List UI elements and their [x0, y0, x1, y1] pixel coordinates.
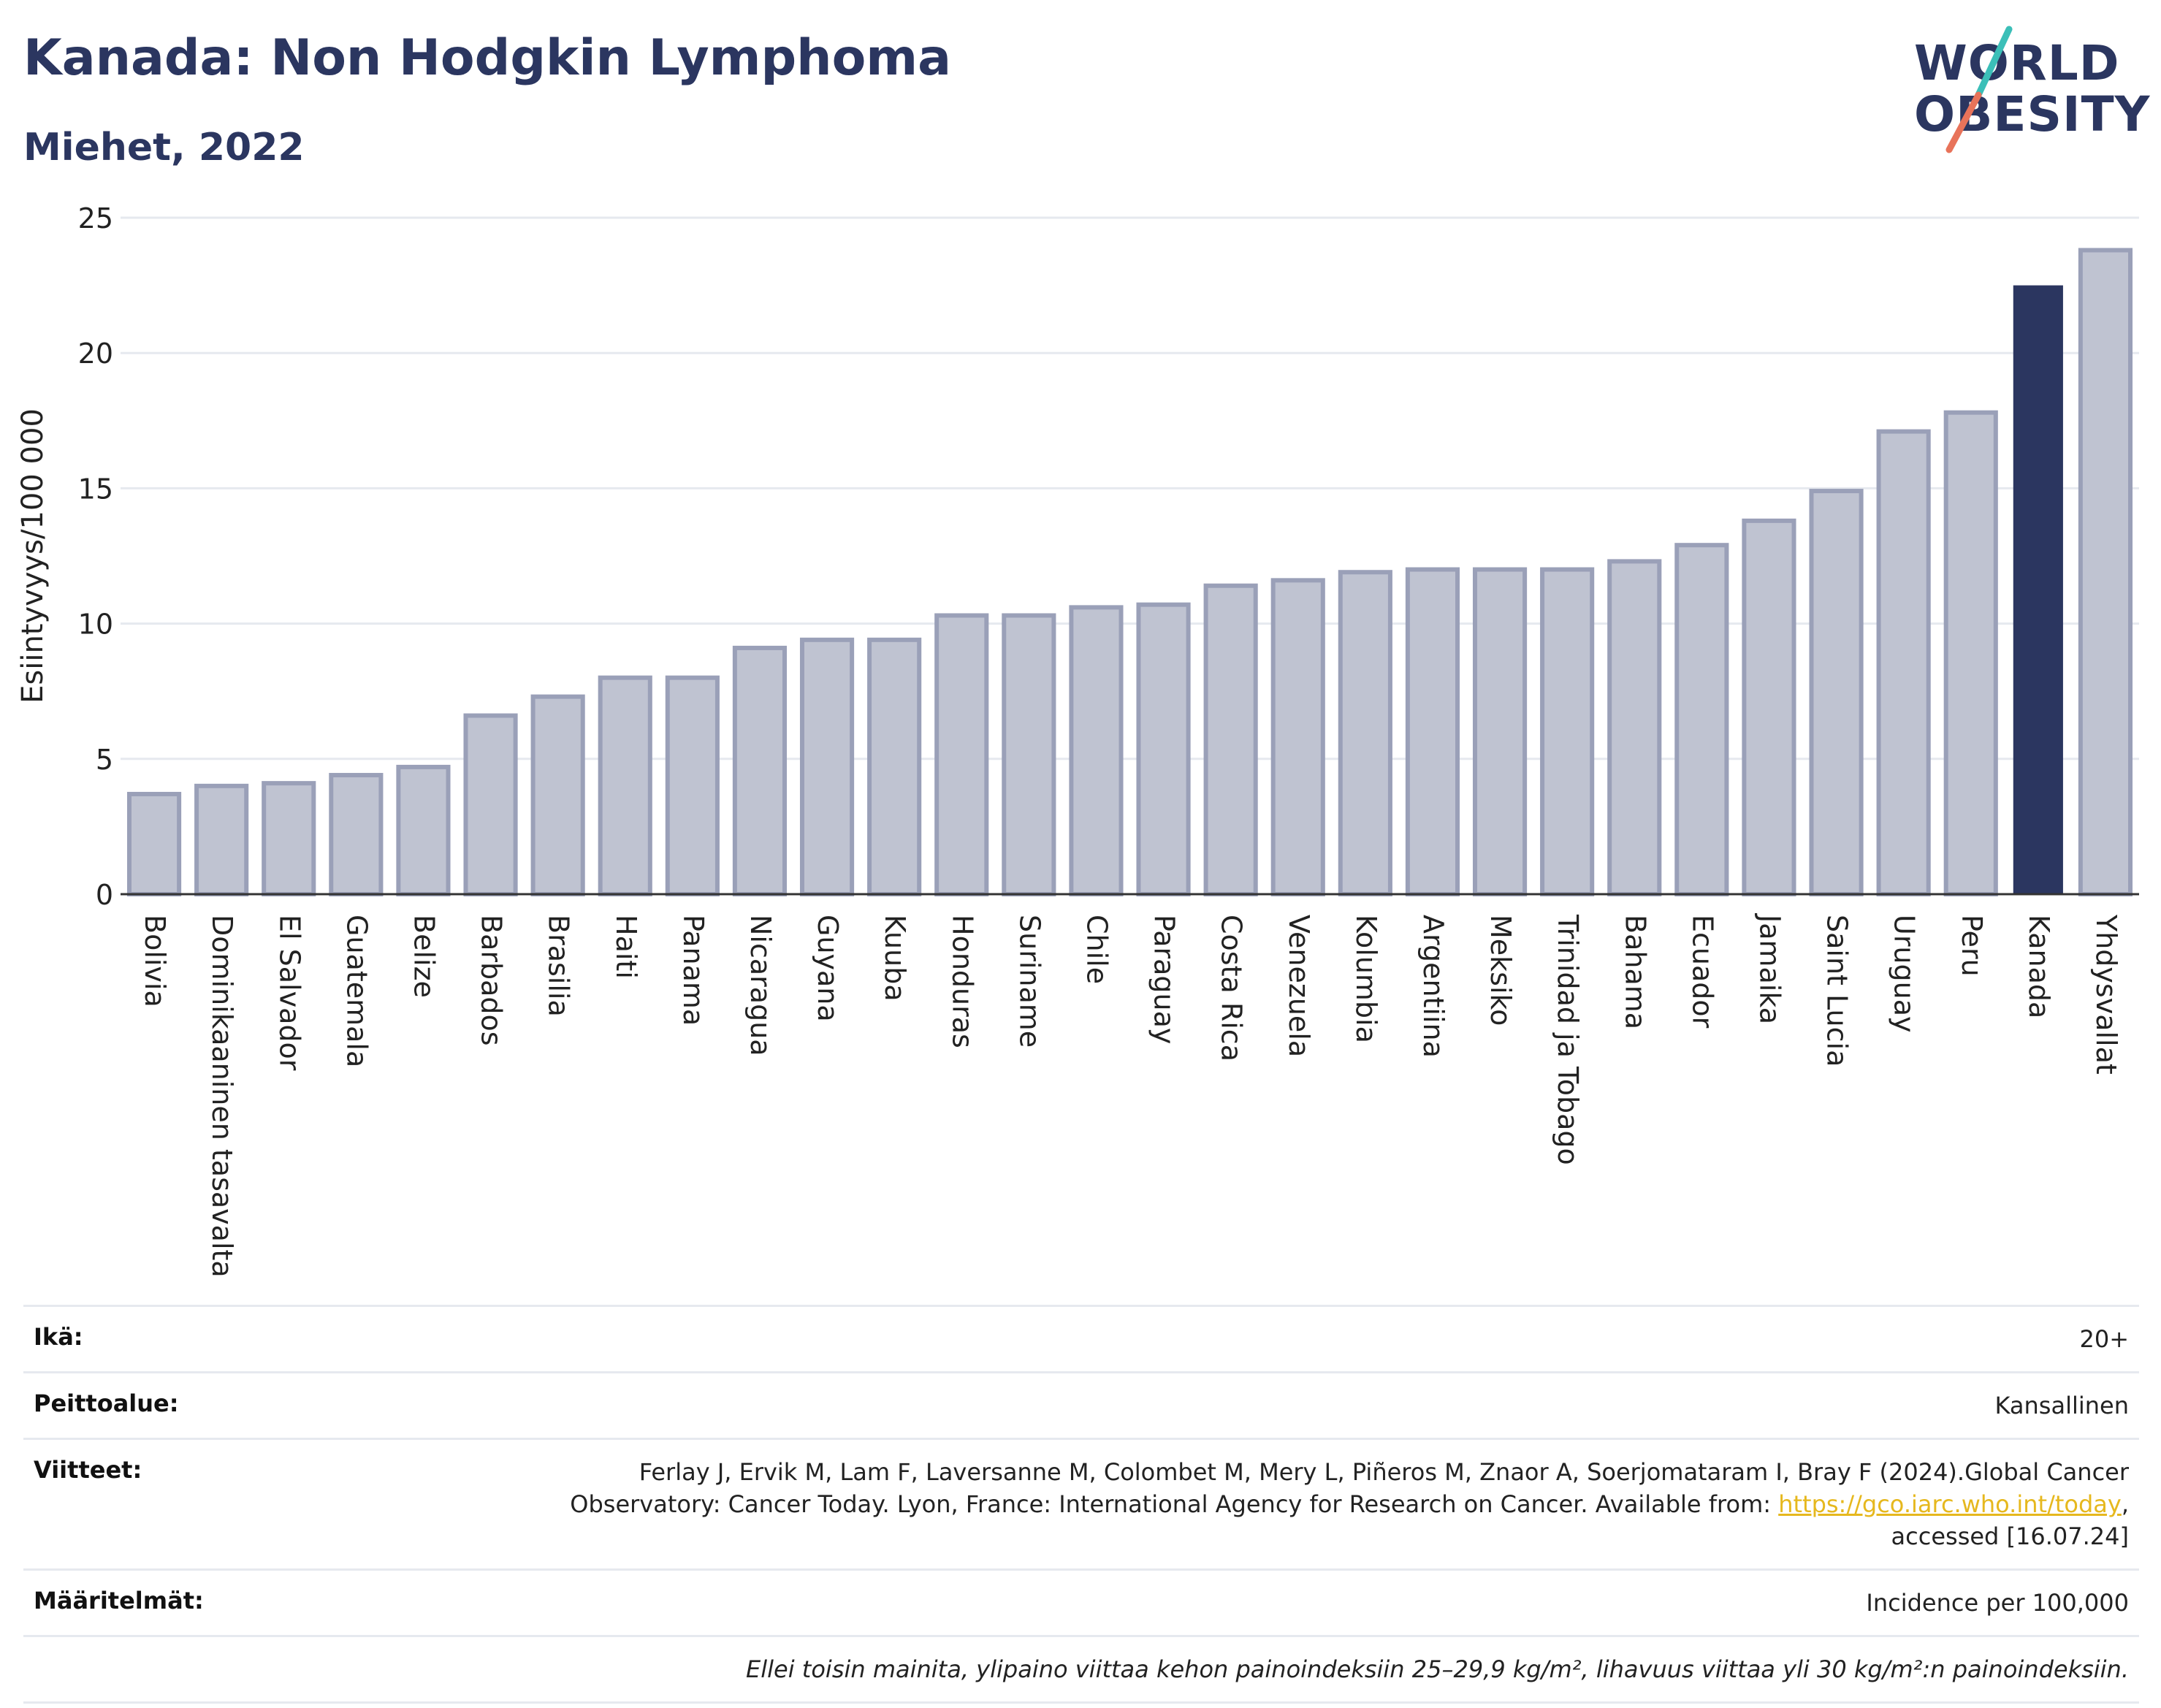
info-row-coverage: Peittoalue: Kansallinen [23, 1371, 2139, 1439]
bar-kanada [2013, 285, 2063, 895]
chart-subtitle: Miehet, 2022 [23, 126, 305, 169]
references-text-2: Observatory: Cancer Today. Lyon, France:… [570, 1490, 1779, 1518]
info-row-note: Ellei toisin mainita, ylipaino viittaa k… [23, 1635, 2139, 1704]
definitions-label: Määritelmät: [23, 1568, 307, 1636]
x-tick-label: Belize [408, 915, 440, 998]
footnote: Ellei toisin mainita, ylipaino viittaa k… [307, 1635, 2139, 1704]
references-label: Viitteet: [23, 1438, 307, 1570]
logo-line2: OBESITY [1914, 86, 2151, 142]
bar-meksiko [1472, 567, 1528, 897]
bar-suriname [1002, 613, 1056, 896]
logo-slash-icon [1945, 26, 2013, 153]
bar-guyana [799, 637, 855, 896]
references-value: Ferlay J, Ervik M, Lam F, Laversanne M, … [307, 1438, 2139, 1570]
bar-haiti [598, 675, 652, 896]
x-tick-label: Venezuela [1283, 915, 1315, 1057]
bar-trinidad-ja-tobago [1540, 567, 1595, 897]
age-value: 20+ [307, 1305, 2139, 1373]
bar-chart: 0 5 10 15 20 25 Bolivia Dominikaaninen tasaval… [16, 202, 2139, 1278]
x-tick-label: Guatemala [340, 915, 373, 1067]
x-tick-label: Honduras [946, 915, 978, 1048]
y-tick-label: 20 [78, 338, 113, 370]
bar-costa-rica [1203, 583, 1258, 897]
x-tick-label: Kolumbia [1350, 915, 1382, 1043]
x-tick-label: Haiti [610, 915, 642, 979]
x-tick-label: Brasilia [543, 915, 575, 1017]
x-tick-label: Ecuador [1686, 915, 1718, 1029]
y-axis-ticks: 0 5 10 15 20 25 [78, 202, 113, 911]
x-tick-label: Argentiina [1417, 915, 1449, 1058]
bar-chile [1069, 605, 1124, 896]
bars [126, 248, 2133, 897]
bar-dominikaaninen-tasavalta [194, 783, 249, 897]
bar-el-salvador [262, 781, 316, 896]
grid-lines [121, 216, 2139, 760]
info-table: Ikä: 20+ Peittoalue: Kansallinen Viittee… [23, 1305, 2139, 1704]
bar-belize [396, 764, 451, 896]
info-row-definitions: Määritelmät: Incidence per 100,000 [23, 1568, 2139, 1636]
bar-guatemala [329, 773, 384, 896]
bar-yhdysvallat [2078, 248, 2133, 896]
bar-paraguay [1136, 602, 1191, 896]
y-tick-label: 15 [78, 473, 113, 505]
y-axis-label: Esiintyvyys/100 000 [16, 408, 50, 704]
x-tick-label: Paraguay [1148, 915, 1181, 1044]
x-tick-label: Yhdysvallat [2090, 914, 2122, 1075]
chart-title: Kanada: Non Hodgkin Lymphoma [23, 29, 952, 87]
bar-uruguay [1876, 429, 1931, 896]
bar-ecuador [1674, 543, 1729, 896]
age-label: Ikä: [23, 1305, 307, 1373]
bar-venezuela [1270, 578, 1325, 896]
x-tick-label: Nicaragua [744, 915, 777, 1056]
bar-saint-lucia [1809, 489, 1864, 896]
x-tick-label: Meksiko [1485, 915, 1517, 1026]
references-text-3: , [2121, 1490, 2129, 1518]
x-tick-label: Bolivia [139, 915, 171, 1007]
bar-panama [665, 675, 720, 896]
x-tick-label: Dominikaaninen tasavalta [206, 915, 238, 1278]
y-tick-label: 5 [96, 744, 113, 776]
x-tick-label: El Salvador [273, 915, 305, 1071]
bar-bahama [1607, 559, 1662, 897]
references-link[interactable]: https://gco.iarc.who.int/today [1778, 1490, 2122, 1518]
bar-argentiina [1405, 567, 1460, 897]
x-axis-labels: Bolivia Dominikaaninen tasavalta El Salvad… [139, 913, 2122, 1278]
references-text-1: Ferlay J, Ervik M, Lam F, Laversanne M, … [639, 1458, 2129, 1486]
bar-kolumbia [1338, 570, 1392, 896]
bar-honduras [934, 613, 989, 896]
x-tick-label: Jamaika [1753, 913, 1785, 1024]
x-tick-label: Suriname [1013, 915, 1045, 1048]
x-tick-label: Guyana [812, 915, 844, 1022]
bar-bolivia [126, 791, 182, 897]
bar-barbados [463, 713, 518, 897]
y-tick-label: 0 [96, 879, 113, 911]
coverage-label: Peittoalue: [23, 1371, 307, 1439]
bar-jamaika [1742, 518, 1796, 896]
info-row-age: Ikä: 20+ [23, 1305, 2139, 1373]
y-tick-label: 10 [78, 609, 113, 641]
x-tick-label: Uruguay [1889, 915, 1921, 1033]
coverage-value: Kansallinen [307, 1371, 2139, 1439]
y-tick-label: 25 [78, 202, 113, 235]
logo-line1: WORLD [1914, 35, 2120, 91]
info-row-references: Viitteet: Ferlay J, Ervik M, Lam F, Lave… [23, 1438, 2139, 1570]
x-tick-label: Kuuba [879, 915, 911, 1002]
bar-kuuba [867, 637, 922, 896]
x-tick-label: Chile [1080, 915, 1113, 984]
x-tick-label: Panama [677, 915, 709, 1026]
definitions-value: Incidence per 100,000 [307, 1568, 2139, 1636]
x-tick-label: Peru [1956, 915, 1988, 977]
x-tick-label: Costa Rica [1216, 915, 1248, 1061]
x-tick-label: Barbados [476, 915, 508, 1046]
bar-nicaragua [732, 645, 788, 896]
x-tick-label: Saint Lucia [1821, 915, 1853, 1067]
world-obesity-logo: WORLD OBESITY [1899, 22, 2151, 153]
x-tick-label: Bahama [1619, 915, 1651, 1029]
x-tick-label: Trinidad ja Tobago [1552, 914, 1584, 1165]
references-text-4: accessed [16.07.24] [1891, 1522, 2129, 1550]
bar-brasilia [530, 694, 585, 896]
bar-peru [1943, 410, 1998, 896]
x-tick-label: Kanada [2023, 915, 2055, 1018]
